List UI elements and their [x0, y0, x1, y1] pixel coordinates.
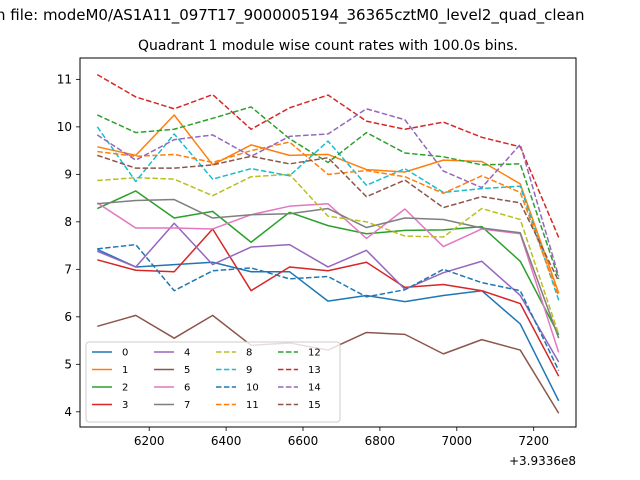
figure-suptitle: n file: modeM0/AS1A11_097T17_9000005194_… — [0, 6, 585, 25]
legend-label-2: 2 — [122, 383, 128, 394]
x-offset-label: +3.9336e8 — [509, 454, 576, 468]
series-line-1 — [97, 114, 560, 294]
y-tick-label-7: 7 — [64, 262, 72, 276]
legend-label-15: 15 — [308, 400, 321, 411]
legend-label-0: 0 — [122, 348, 128, 359]
x-tick-label-6200: 6200 — [134, 434, 165, 448]
series-line-13 — [96, 73, 560, 238]
chart-title: Quadrant 1 module wise count rates with … — [138, 38, 518, 54]
legend-label-7: 7 — [184, 400, 190, 411]
plot-lines — [96, 73, 560, 414]
legend-label-4: 4 — [184, 348, 190, 359]
x-tick-label-7200: 7200 — [518, 434, 549, 448]
legend-label-5: 5 — [184, 365, 190, 376]
series-line-8 — [97, 173, 560, 335]
y-tick-label-10: 10 — [57, 120, 72, 134]
y-tick-label-4: 4 — [64, 405, 72, 419]
legend-label-10: 10 — [246, 383, 259, 394]
x-tick-label-7000: 7000 — [442, 434, 473, 448]
y-tick-label-6: 6 — [64, 310, 72, 324]
legend-label-9: 9 — [246, 365, 252, 376]
series-line-9 — [96, 126, 560, 301]
x-tick-label-6600: 6600 — [288, 434, 319, 448]
y-tick-label-9: 9 — [64, 167, 72, 181]
series-line-3 — [97, 228, 560, 377]
legend-label-8: 8 — [246, 348, 252, 359]
y-tick-label-11: 11 — [57, 72, 72, 86]
series-line-14 — [96, 108, 560, 277]
legend-label-6: 6 — [184, 383, 190, 394]
legend-label-1: 1 — [122, 365, 128, 376]
series-line-6 — [96, 202, 560, 353]
legend-label-14: 14 — [308, 383, 321, 394]
legend-label-11: 11 — [246, 400, 259, 411]
series-line-10 — [97, 243, 560, 371]
series-line-4 — [97, 222, 560, 363]
series-line-11 — [97, 141, 560, 297]
y-tick-label-5: 5 — [64, 357, 72, 371]
legend-label-12: 12 — [308, 348, 321, 359]
legend-label-3: 3 — [122, 400, 128, 411]
series-line-15 — [97, 154, 560, 282]
x-tick-label-6800: 6800 — [365, 434, 396, 448]
y-tick-label-8: 8 — [64, 215, 72, 229]
series-line-12 — [96, 106, 560, 280]
series-line-7 — [97, 198, 560, 339]
legend-label-13: 13 — [308, 365, 321, 376]
x-tick-label-6400: 6400 — [211, 434, 242, 448]
plot-frame — [79, 57, 577, 428]
series-line-2 — [96, 190, 560, 336]
legend-box — [85, 341, 341, 423]
